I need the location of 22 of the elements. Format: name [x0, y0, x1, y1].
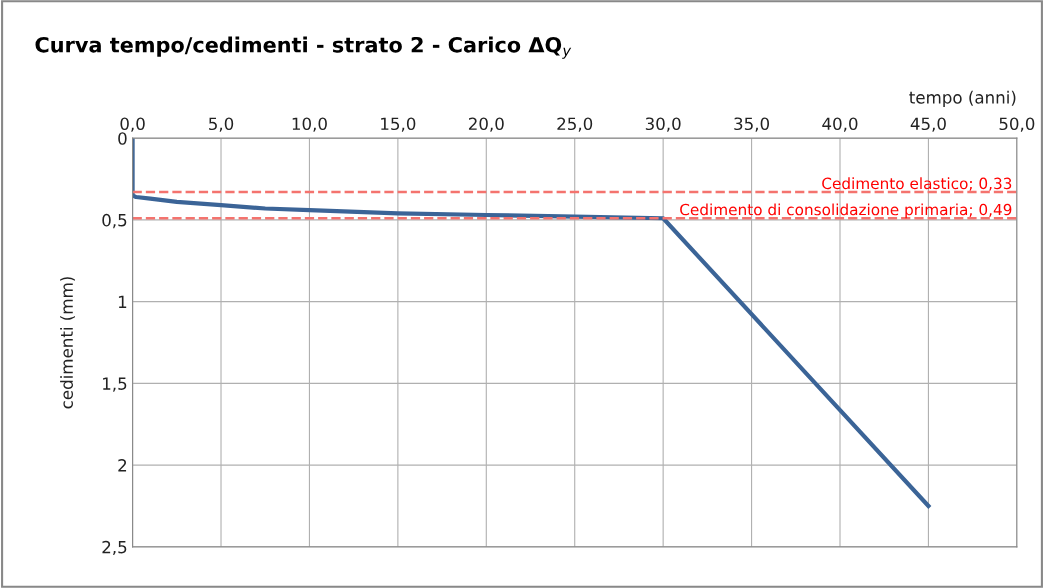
x-tick-label: 10,0: [292, 117, 327, 132]
x-tick-label: 20,0: [468, 117, 504, 132]
ref-line-label: Cedimento di consolidazione primaria; 0,49: [680, 203, 1012, 219]
x-tick-label: 40,0: [822, 117, 858, 132]
x-tick-label: 25,0: [557, 117, 593, 132]
y-tick-label: 1: [118, 295, 127, 308]
x-tick-label: 35,0: [734, 117, 770, 132]
y-axis-title: cedimenti (mm): [60, 277, 75, 409]
x-tick-label: 45,0: [910, 117, 946, 132]
ref-line-label: Cedimento elastico; 0,33: [822, 177, 1012, 191]
x-tick-label: 50,0: [999, 117, 1035, 132]
x-tick-label: 5,0: [209, 117, 234, 132]
x-axis-title: tempo (anni): [909, 90, 1016, 107]
x-tick-label: 0,0: [120, 117, 145, 132]
x-tick-label: 30,0: [645, 117, 681, 132]
y-tick-label: 1,5: [103, 377, 127, 392]
x-tick-label: 15,0: [381, 117, 416, 132]
y-tick-label: 2: [118, 459, 127, 472]
y-tick-label: 0: [118, 132, 127, 145]
y-tick-label: 2,5: [102, 540, 127, 556]
chart-title: Curva tempo/cedimenti - strato 2 - Carico ΔQ$_{y}$: [35, 36, 572, 59]
y-tick-label: 0,5: [102, 213, 127, 229]
